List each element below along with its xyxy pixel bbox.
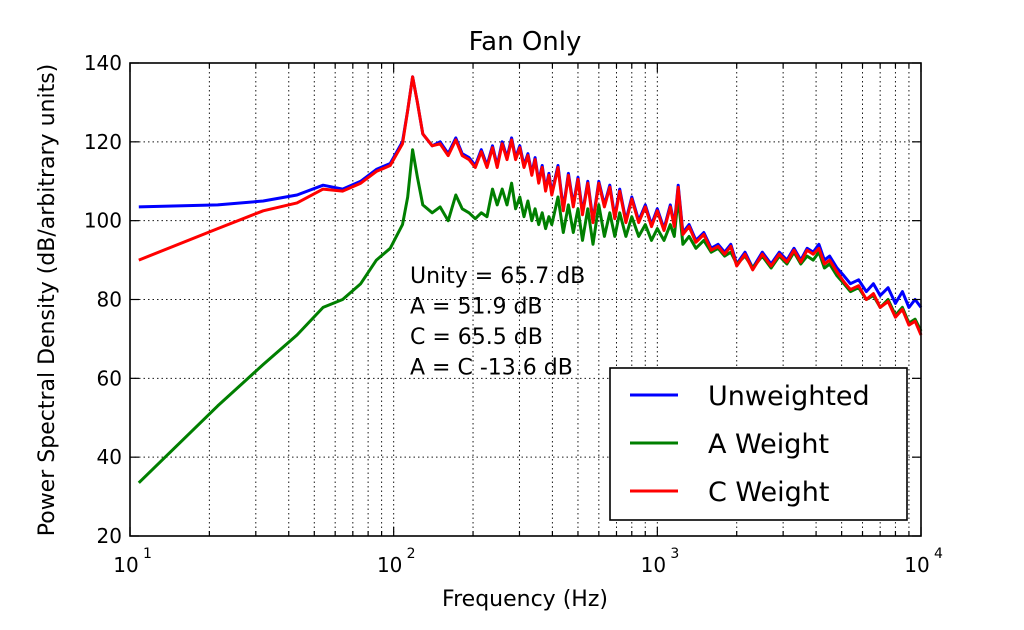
x-tick-exponent: 4 bbox=[934, 546, 943, 562]
legend-label: A Weight bbox=[708, 429, 829, 460]
x-tick-label: 10 bbox=[113, 553, 138, 577]
legend-label: Unweighted bbox=[708, 381, 870, 412]
chart-title: Fan Only bbox=[469, 27, 582, 57]
annotation-text: C = 65.5 dB bbox=[410, 325, 543, 350]
annotation-text: A = C -13.6 dB bbox=[410, 356, 573, 381]
y-tick-label: 100 bbox=[84, 209, 122, 233]
x-tick-exponent: 1 bbox=[143, 546, 152, 562]
y-axis-title: Power Spectral Density (dB/arbitrary uni… bbox=[35, 64, 60, 537]
series-lines bbox=[137, 75, 923, 484]
legend-label: C Weight bbox=[708, 477, 830, 508]
series-line-c-weight bbox=[138, 75, 923, 336]
x-tick-label: 10 bbox=[377, 553, 402, 577]
y-tick-label: 60 bbox=[97, 366, 122, 390]
x-tick-exponent: 3 bbox=[670, 546, 679, 562]
x-axis-title: Frequency (Hz) bbox=[442, 587, 608, 612]
y-tick-label: 120 bbox=[84, 130, 122, 154]
x-tick-label: 10 bbox=[904, 553, 929, 577]
y-tick-label: 40 bbox=[97, 445, 122, 469]
y-tick-label: 80 bbox=[97, 288, 122, 312]
x-tick-exponent: 2 bbox=[407, 546, 416, 562]
annotation-text: A = 51.9 dB bbox=[410, 295, 543, 320]
y-tick-label: 20 bbox=[97, 524, 122, 548]
y-tick-label: 140 bbox=[84, 51, 122, 75]
annotations: Unity = 65.7 dB A = 51.9 dB C = 65.5 dB A =… bbox=[410, 264, 585, 381]
grid bbox=[130, 63, 921, 536]
series-line-a-weight bbox=[137, 148, 923, 484]
legend: Unweighted A Weight C Weight bbox=[609, 367, 908, 521]
annotation-text: Unity = 65.7 dB bbox=[410, 264, 585, 289]
x-tick-label: 10 bbox=[641, 553, 666, 577]
